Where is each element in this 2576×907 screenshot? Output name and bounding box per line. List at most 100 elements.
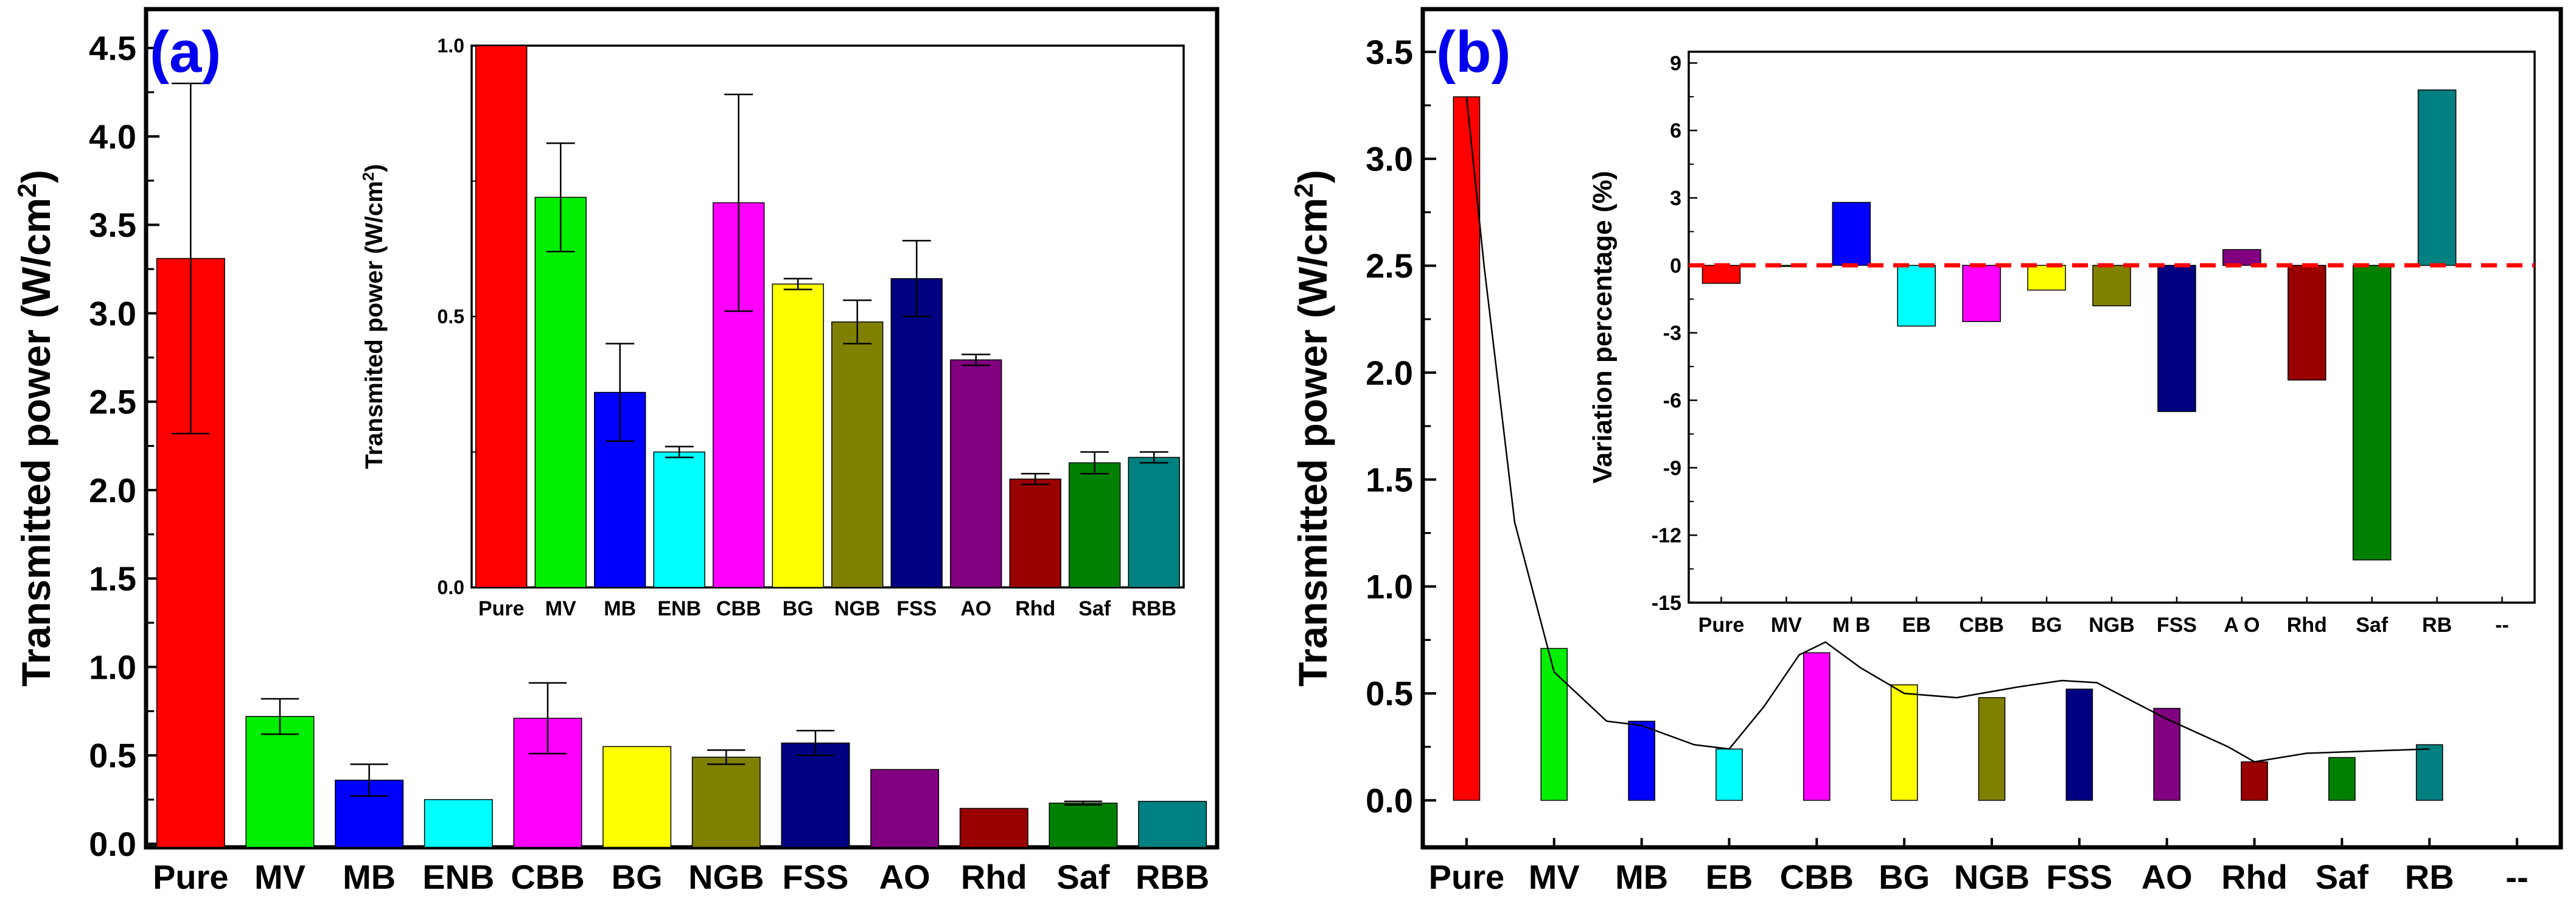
b-category-label-0: Pure	[1429, 858, 1505, 896]
a-y-axis-label-tail: )	[13, 170, 58, 183]
a-inset-ytick-label-0: 0.0	[438, 576, 464, 598]
b-panel-label: (b)	[1436, 19, 1511, 85]
a-inset-category-label-1: MV	[545, 597, 576, 620]
a-inset-bar-1	[534, 197, 587, 588]
b-inset-category-label-5: BG	[2031, 614, 2062, 637]
b-bar-1	[1540, 648, 1568, 801]
a-inset-y-axis-label: Transmited power (W/cm2)	[359, 164, 388, 469]
b-inset-ytick-label-1: -12	[1652, 524, 1681, 547]
b-bar-11	[2415, 744, 2443, 801]
b-ytick-label-6: 3.0	[1366, 139, 1413, 178]
b-inset-category-label-10: Saf	[2356, 614, 2389, 637]
b-ytick-label-7: 3.5	[1366, 33, 1413, 71]
a-ytick-label-4: 2.0	[89, 471, 136, 510]
b-y-axis-label-tail: )	[1290, 170, 1335, 183]
b-inset-bar-9	[2288, 265, 2326, 381]
a-ytick-label-9: 4.5	[89, 29, 136, 68]
b-category-label-1: MV	[1529, 858, 1580, 896]
b-inset-bar-10	[2352, 265, 2392, 561]
b-inset-y-axis-label: Variation percentage (%)	[1588, 171, 1618, 483]
a-inset-y-axis-label-tail: )	[361, 164, 388, 172]
b-ytick-label-4: 2.0	[1366, 354, 1413, 392]
a-y-axis-label-sup: 2	[13, 183, 42, 198]
b-inset-bar-11	[2417, 89, 2457, 266]
a-y-axis-label: Transmitted power (W/cm2)	[13, 170, 58, 687]
b-trend-curve	[1465, 96, 2430, 763]
b-inset-ytick-label-6: 3	[1670, 187, 1681, 210]
b-y-axis-label-text: Transmitted power (W/cm	[1290, 198, 1335, 687]
a-category-label-7: FSS	[783, 858, 849, 896]
b-inset-category-label-6: NGB	[2089, 614, 2135, 637]
b-inset-category-label-8: A O	[2224, 614, 2260, 637]
a-ytick-label-1: 0.5	[89, 737, 136, 775]
a-inset-background	[472, 46, 1184, 587]
b-y-axis-label-sup: 2	[1290, 183, 1319, 198]
b-bar-6	[1978, 697, 2006, 801]
b-inset-bar-7	[2157, 265, 2196, 412]
a-bar-6	[691, 757, 761, 848]
b-inset-ytick-label-8: 9	[1670, 52, 1681, 75]
b-category-label-12: --	[2505, 858, 2528, 896]
b-category-label-2: MB	[1615, 858, 1668, 896]
a-category-label-5: BG	[612, 858, 663, 896]
a-inset-category-label-6: NGB	[834, 597, 881, 620]
a-inset-bar-5	[772, 283, 824, 588]
a-inset-bar-7	[890, 278, 943, 588]
b-inset-category-label-2: M B	[1832, 614, 1870, 637]
a-inset-category-label-3: ENB	[657, 597, 701, 620]
a-bar-7	[781, 742, 850, 848]
a-category-label-6: NGB	[688, 858, 764, 896]
a-ytick-label-6: 3.0	[89, 294, 136, 332]
b-inset-bar-4	[1962, 265, 2001, 323]
a-bar-3	[424, 799, 493, 848]
a-ytick-label-2: 1.0	[89, 648, 136, 686]
b-inset-bar-2	[1832, 201, 1871, 266]
a-inset-bar-9	[1009, 478, 1061, 588]
a-y-axis-label-text: Transmitted power (W/cm	[13, 198, 58, 687]
b-y-axis-label: Transmitted power (W/cm2)	[1290, 170, 1335, 687]
a-category-label-9: Rhd	[961, 858, 1027, 896]
b-bar-0	[1453, 96, 1481, 801]
b-category-label-9: Rhd	[2221, 858, 2288, 896]
b-inset-background	[1689, 52, 2535, 603]
b-inset-y-axis-label-text: Variation percentage (%)	[1588, 171, 1618, 483]
b-ytick-label-5: 2.5	[1366, 247, 1413, 285]
a-inset-bar-6	[831, 321, 884, 588]
b-inset-bar-5	[2027, 265, 2066, 291]
a-inset-category-label-9: Rhd	[1015, 597, 1055, 620]
a-inset-bar-10	[1069, 462, 1121, 588]
a-category-label-11: RBB	[1136, 858, 1209, 896]
b-inset-category-label-11: RB	[2422, 614, 2452, 637]
a-bar-8	[870, 769, 940, 848]
a-category-label-0: Pure	[153, 858, 229, 896]
a-bar-10	[1049, 802, 1118, 848]
b-bar-9	[2241, 761, 2268, 801]
b-bar-4	[1803, 652, 1831, 801]
a-inset-category-label-5: BG	[783, 597, 814, 620]
b-ytick-label-2: 1.0	[1366, 567, 1413, 606]
a-bar-5	[602, 746, 672, 848]
a-category-label-10: Saf	[1056, 858, 1109, 896]
b-inset-category-label-12: --	[2495, 614, 2509, 637]
b-bar-10	[2328, 757, 2356, 801]
b-inset-ytick-label-7: 6	[1670, 119, 1681, 142]
b-inset-category-label-3: EB	[1902, 614, 1931, 637]
a-inset-y-axis-label-sup: 2	[359, 172, 377, 181]
b-bar-3	[1716, 748, 1743, 801]
a-ytick-label-3: 1.5	[89, 559, 136, 598]
b-inset-ytick-label-0: -15	[1652, 592, 1681, 615]
b-ytick-label-1: 0.5	[1366, 674, 1413, 713]
b-inset-ytick-label-4: -3	[1663, 322, 1681, 345]
b-bar-8	[2153, 707, 2181, 801]
b-category-label-6: NGB	[1954, 858, 2030, 896]
a-plot-frame	[144, 7, 1220, 850]
a-inset-bar-3	[653, 451, 705, 588]
b-ytick-label-3: 1.5	[1366, 460, 1413, 499]
a-inset-bar-11	[1128, 457, 1180, 588]
a-category-label-8: AO	[879, 858, 930, 896]
a-inset-ytick-label-2: 1.0	[438, 35, 464, 57]
b-bar-5	[1890, 684, 1918, 801]
panel-a: 0.0 0.5 1.0 1.5 2.0 2.5 3.0 3.5 4.0 4.5 Pure MV MB EN…	[13, 7, 1220, 896]
a-inset-category-label-7: FSS	[896, 597, 937, 620]
panel-b: 0.0 0.5 1.0 1.5 2.0 2.5 3.0 3.5 Pure MV MB EB CBB BG N…	[1290, 7, 2563, 896]
